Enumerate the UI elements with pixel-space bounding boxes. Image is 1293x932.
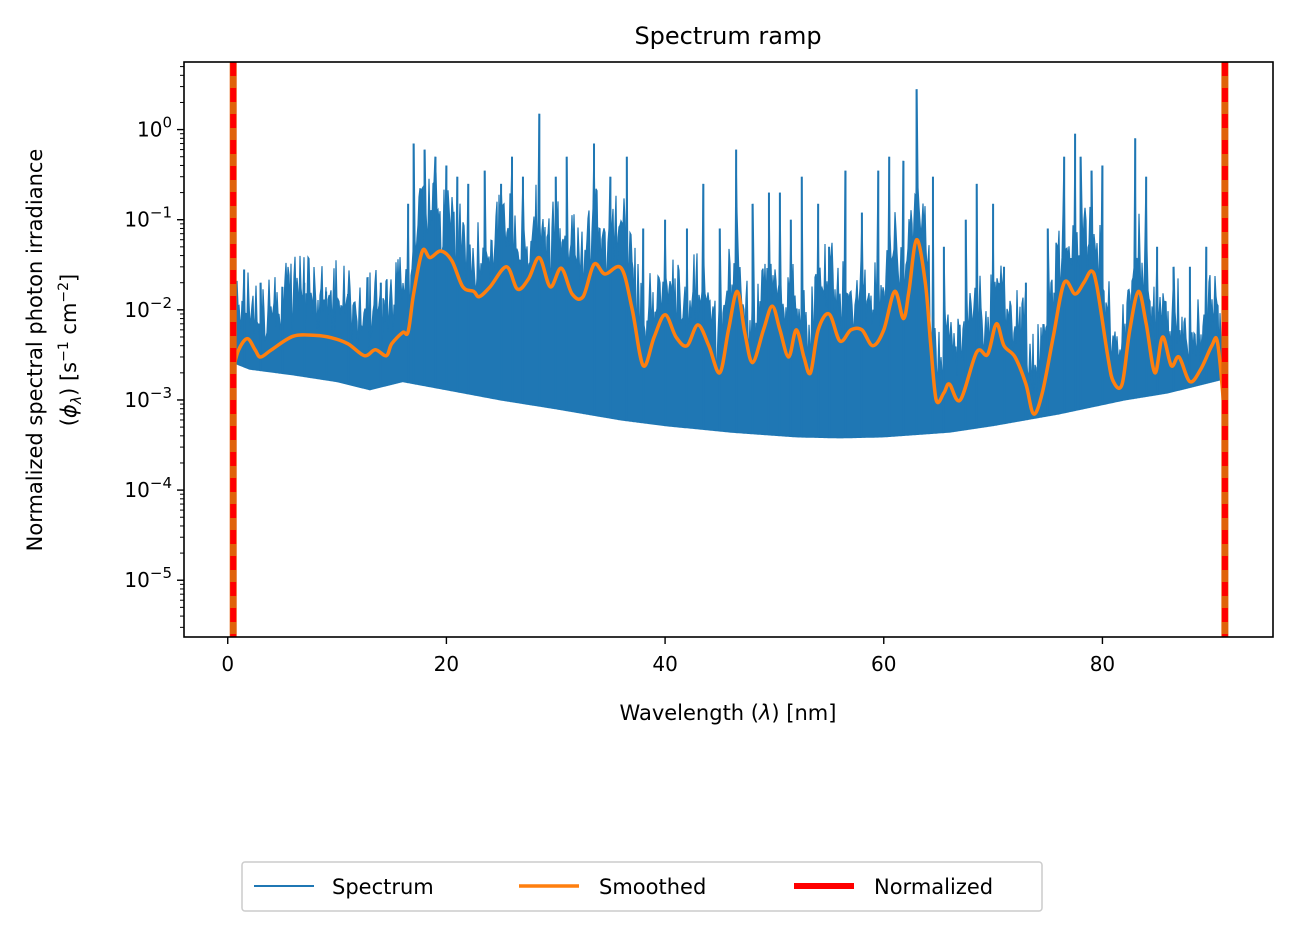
x-tick-label: 0 bbox=[221, 652, 234, 676]
x-tick-label: 60 bbox=[871, 652, 896, 676]
legend-label-spectrum: Spectrum bbox=[332, 875, 434, 899]
smoothed-series bbox=[231, 237, 1228, 448]
legend: Spectrum Smoothed Normalized bbox=[241, 861, 1043, 912]
x-axis-label: Wavelength (λ) [nm] bbox=[620, 701, 837, 725]
legend-label-normalized: Normalized bbox=[874, 875, 993, 899]
x-axis: 0 20 40 60 80 bbox=[221, 637, 1115, 676]
y-tick-label: 10−3 bbox=[124, 384, 172, 412]
y-tick-label: 10−5 bbox=[124, 564, 172, 592]
chart-title: Spectrum ramp bbox=[634, 22, 821, 50]
x-tick-label: 40 bbox=[652, 652, 677, 676]
legend-box bbox=[241, 861, 1043, 912]
y-tick-label: 10−1 bbox=[124, 204, 172, 232]
y-axis-label-line2: (ϕλ) [s−1 cm−2] bbox=[56, 274, 85, 427]
y-axis-label: Normalized spectral photon irradiance (ϕ… bbox=[23, 149, 85, 552]
y-tick-label: 100 bbox=[137, 114, 172, 142]
y-tick-label: 10−4 bbox=[124, 474, 172, 502]
plot-frame bbox=[183, 61, 1274, 638]
x-tick-label: 80 bbox=[1090, 652, 1115, 676]
plot-area bbox=[229, 62, 1229, 637]
legend-label-smoothed: Smoothed bbox=[599, 875, 706, 899]
x-tick-label: 20 bbox=[434, 652, 459, 676]
y-tick-label: 10−2 bbox=[124, 294, 172, 322]
y-axis: 10−5 10−4 10−3 10−2 10−1 100 bbox=[124, 66, 184, 628]
y-axis-label-line1: Normalized spectral photon irradiance bbox=[23, 149, 47, 552]
